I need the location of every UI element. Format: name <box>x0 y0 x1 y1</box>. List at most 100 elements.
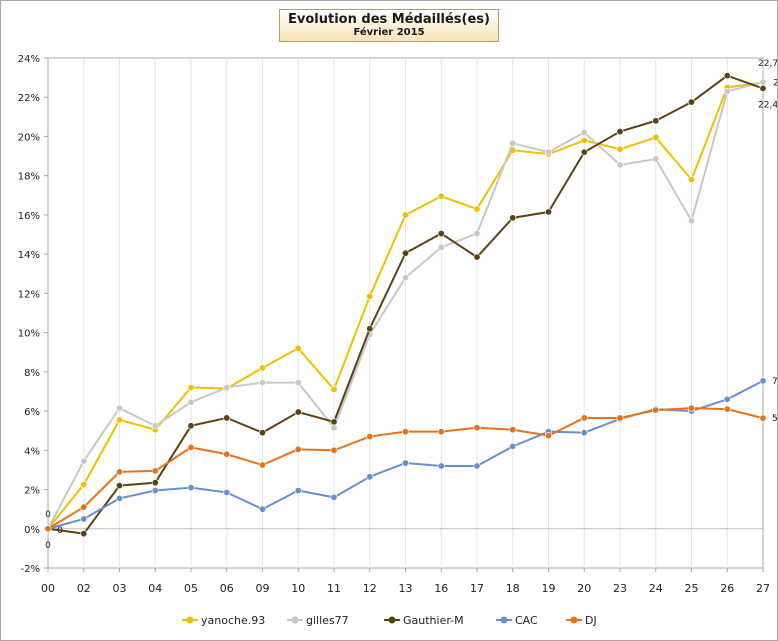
data-point <box>544 208 552 216</box>
data-point <box>544 148 552 156</box>
x-tick-label: 05 <box>184 582 198 595</box>
y-tick-label: 8% <box>24 368 40 379</box>
data-point <box>652 155 660 163</box>
end-label: 22,77 <box>758 59 777 69</box>
end-labels: 22,7422,7722,457,545,64000 <box>45 59 777 551</box>
x-tick-label: 13 <box>399 582 413 595</box>
data-point <box>437 428 445 436</box>
chart-title-box: Evolution des Médaillés(es) Février 2015 <box>279 9 499 42</box>
data-point <box>401 428 409 436</box>
data-point <box>759 78 767 86</box>
data-point <box>330 418 338 426</box>
data-point <box>294 408 302 416</box>
data-point <box>437 462 445 470</box>
data-point <box>759 377 767 385</box>
y-tick-label: 16% <box>18 211 40 222</box>
x-tick-label: 11 <box>327 582 341 595</box>
data-point <box>401 249 409 257</box>
y-tick-label: 24% <box>18 54 40 65</box>
data-point <box>544 432 552 440</box>
data-point <box>258 429 266 437</box>
data-point <box>401 274 409 282</box>
x-tick-label: 16 <box>434 582 448 595</box>
y-tick-label: 14% <box>18 250 40 261</box>
series-DJ <box>44 404 767 533</box>
data-point <box>473 253 481 261</box>
data-point <box>580 429 588 437</box>
data-point <box>258 505 266 513</box>
end-label: 5,64 <box>772 414 777 424</box>
x-tick-label: 04 <box>148 582 162 595</box>
y-axis: -2% 0% 2% 4% 6% 8% 10% 12% 14% 16% 18% 20% 22% 24% <box>18 54 48 575</box>
data-point <box>509 139 517 147</box>
data-point <box>151 487 159 495</box>
data-point <box>473 424 481 432</box>
legend: yanoche.93 gilles77 Gauthier-M CAC DJ <box>182 614 597 627</box>
legend-swatch-marker <box>388 616 396 624</box>
data-point <box>473 462 481 470</box>
data-point <box>294 344 302 352</box>
data-point <box>687 98 695 106</box>
data-point <box>44 525 52 533</box>
data-point <box>580 136 588 144</box>
data-point <box>223 384 231 392</box>
legend-label: yanoche.93 <box>201 614 265 627</box>
legend-label: DJ <box>585 614 597 627</box>
data-point <box>366 325 374 333</box>
start-label: 0 <box>45 541 51 551</box>
data-point <box>330 385 338 393</box>
data-point <box>116 494 124 502</box>
legend-item-CAC: CAC <box>496 614 538 627</box>
x-tick-label: 24 <box>649 582 663 595</box>
data-point <box>687 404 695 412</box>
legend-swatch-marker <box>570 616 578 624</box>
legend-item-DJ: DJ <box>566 614 597 627</box>
y-tick-label: 20% <box>18 132 40 143</box>
data-point <box>652 117 660 125</box>
legend-label: CAC <box>515 614 538 627</box>
y-tick-label: -2% <box>21 564 40 575</box>
data-point <box>258 364 266 372</box>
data-point <box>330 424 338 432</box>
data-point <box>258 461 266 469</box>
data-point <box>437 243 445 251</box>
x-tick-label: 00 <box>41 582 55 595</box>
chart-title: Evolution des Médaillés(es) <box>288 12 490 27</box>
data-point <box>759 414 767 422</box>
x-tick-label: 27 <box>756 582 770 595</box>
x-tick-label: 20 <box>577 582 591 595</box>
data-point <box>723 72 731 80</box>
data-point <box>116 404 124 412</box>
data-point <box>80 457 88 465</box>
data-point <box>509 442 517 450</box>
data-point <box>580 148 588 156</box>
data-point <box>294 379 302 387</box>
data-point <box>223 414 231 422</box>
legend-label: Gauthier-M <box>403 614 464 627</box>
data-point <box>723 405 731 413</box>
data-point <box>473 230 481 238</box>
data-point <box>759 84 767 92</box>
legend-item-Gauthier-M: Gauthier-M <box>384 614 464 627</box>
x-axis: 00 02 03 04 05 06 09 10 11 12 13 16 17 18 19 20 23 24 25 26… <box>41 568 770 595</box>
x-tick-label: 17 <box>470 582 484 595</box>
legend-swatch-marker <box>500 616 508 624</box>
x-tick-label: 03 <box>113 582 127 595</box>
end-label: 22,74 <box>773 79 777 89</box>
data-point <box>723 87 731 95</box>
data-point <box>330 446 338 454</box>
data-point <box>116 482 124 490</box>
data-point <box>187 422 195 430</box>
data-point <box>366 292 374 300</box>
data-point <box>116 416 124 424</box>
data-point <box>366 473 374 481</box>
x-tick-label: 26 <box>720 582 734 595</box>
data-point <box>294 445 302 453</box>
data-point <box>401 459 409 467</box>
series-gilles77 <box>44 78 767 533</box>
data-point <box>401 211 409 219</box>
y-tick-label: 10% <box>18 329 40 340</box>
x-tick-label: 06 <box>220 582 234 595</box>
